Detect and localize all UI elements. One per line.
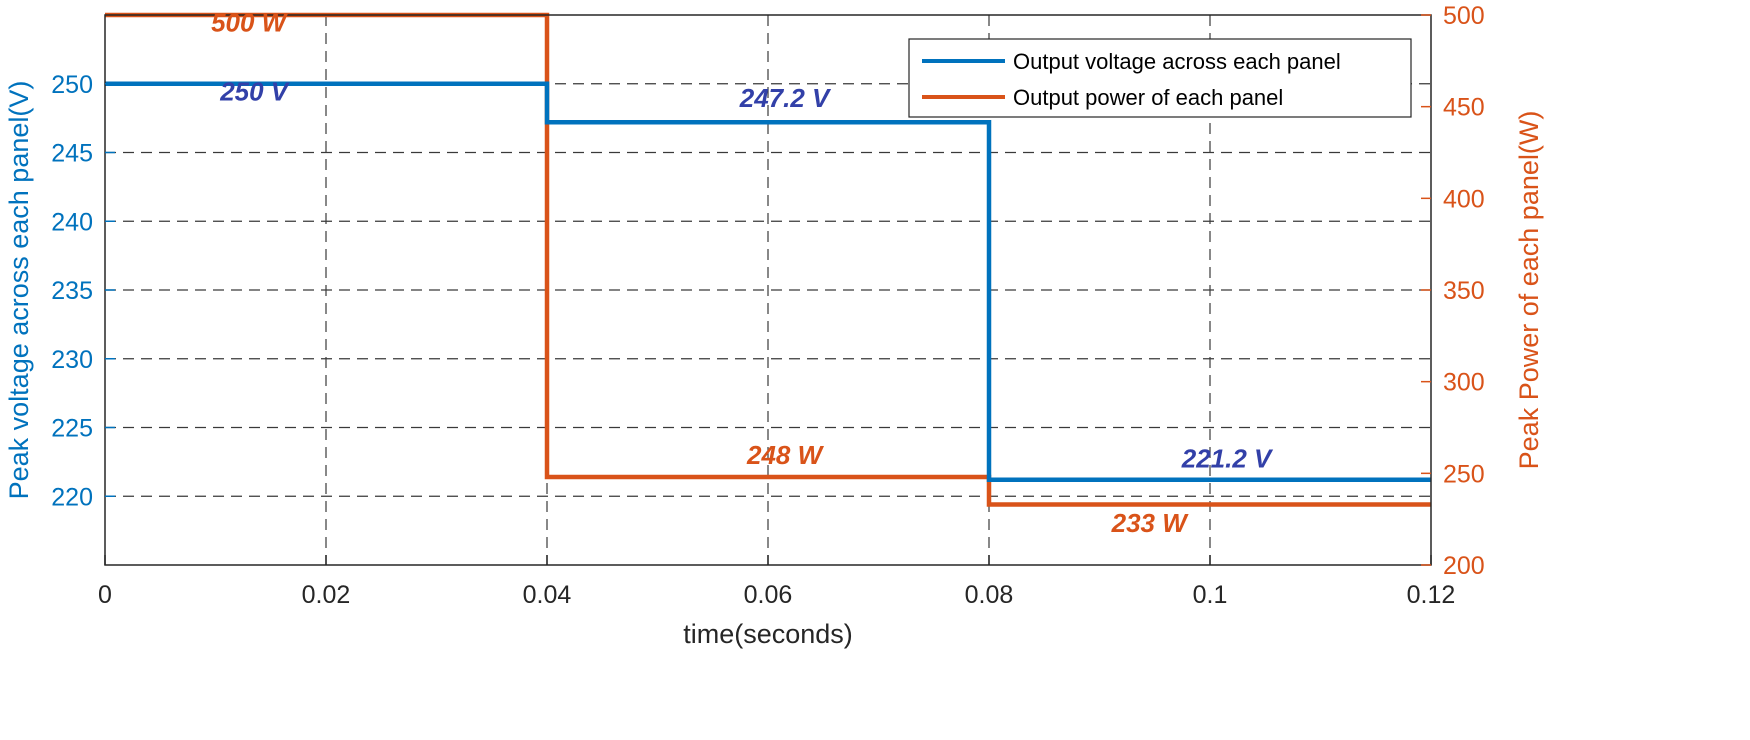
- y-right-tick-label: 200: [1443, 552, 1485, 580]
- y-axis-left-label: Peak voltage across each panel(V): [4, 81, 34, 500]
- y-left-tick-label: 220: [51, 483, 93, 511]
- y-right-tick-label: 450: [1443, 94, 1485, 122]
- series-line-voltage: [105, 81, 1431, 483]
- y-right-tick-label: 400: [1443, 185, 1485, 213]
- data-label: 233 W: [1111, 508, 1190, 538]
- legend-label-power: Output power of each panel: [1013, 85, 1283, 110]
- data-label: 247.2 V: [739, 83, 832, 113]
- x-axis-label: time(seconds): [683, 619, 853, 649]
- y-right-tick-label: 500: [1443, 2, 1485, 30]
- legend-label-voltage: Output voltage across each panel: [1013, 49, 1341, 74]
- y-left-tick-label: 240: [51, 208, 93, 236]
- x-tick-label: 0.02: [302, 581, 351, 609]
- y-right-tick-label: 350: [1443, 277, 1485, 305]
- x-tick-label: 0.04: [523, 581, 572, 609]
- y-left-tick-label: 235: [51, 277, 93, 305]
- ticks-group: 0 0.02 0.04 0.06 0.08 0.1 0.12 220 225 230 235 240 2…: [51, 2, 1484, 609]
- y-left-tick-label: 230: [51, 346, 93, 374]
- x-tick-label: 0.08: [965, 581, 1014, 609]
- x-tick-label: 0: [98, 581, 112, 609]
- legend-box: [908, 38, 1412, 118]
- y-left-tick-label: 245: [51, 140, 93, 168]
- legend: Output voltage across each panel Output …: [908, 38, 1412, 118]
- x-tick-label: 0.06: [744, 581, 793, 609]
- y-left-tick-label: 225: [51, 415, 93, 443]
- x-tick-label: 0.1: [1193, 581, 1228, 609]
- y-right-tick-label: 300: [1443, 369, 1485, 397]
- annotations-group: 500 W 250 V 247.2 V 248 W 221.2 V 233 W: [211, 8, 1274, 539]
- y-right-tick-label: 250: [1443, 460, 1485, 488]
- y-left-tick-label: 250: [51, 71, 93, 99]
- x-tick-label: 0.12: [1407, 581, 1456, 609]
- data-label: 500 W: [211, 8, 289, 38]
- data-label: 250 V: [219, 76, 291, 106]
- y-axis-right-label: Peak Power of each panel(W): [1514, 111, 1544, 470]
- data-label: 221.2 V: [1181, 443, 1274, 473]
- data-label: 248 W: [746, 440, 825, 470]
